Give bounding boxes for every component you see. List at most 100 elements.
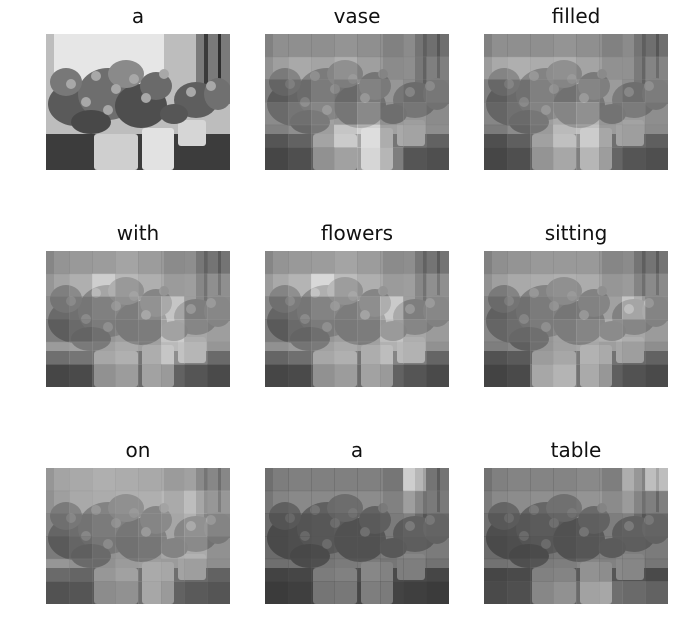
attention-cell xyxy=(311,56,335,80)
attention-cell xyxy=(92,558,116,582)
attention-cell xyxy=(334,273,358,297)
attention-cell xyxy=(576,341,600,365)
attention-cell xyxy=(69,341,93,365)
attention-cell xyxy=(207,319,230,343)
attention-cell xyxy=(426,364,449,387)
attention-cell xyxy=(380,296,404,320)
attention-cell xyxy=(507,56,531,80)
attention-cell xyxy=(507,468,531,492)
attention-cell xyxy=(69,319,93,343)
attention-cell xyxy=(553,79,577,103)
attention-cell xyxy=(138,558,162,582)
attention-cell xyxy=(288,56,312,80)
attention-cell xyxy=(184,468,208,492)
attention-cell xyxy=(288,558,312,582)
attention-cell xyxy=(334,364,358,387)
attention-cell xyxy=(530,273,554,297)
attention-cell xyxy=(403,102,427,126)
attention-cell xyxy=(576,147,600,170)
attention-cell xyxy=(530,364,554,387)
attention-cell xyxy=(484,273,508,297)
attention-cell xyxy=(207,341,230,365)
attention-cell xyxy=(311,581,335,604)
attention-cell xyxy=(357,490,381,514)
attention-cell xyxy=(553,364,577,387)
attention-cell xyxy=(161,536,185,560)
attention-cell xyxy=(403,147,427,170)
attention-cell xyxy=(69,581,93,604)
attention-grid xyxy=(265,251,449,387)
attention-cell xyxy=(184,364,208,387)
attention-cell xyxy=(46,558,70,582)
attention-cell xyxy=(645,341,668,365)
attention-cell xyxy=(507,273,531,297)
attention-cell xyxy=(46,364,70,387)
attention-cell xyxy=(645,536,668,560)
attention-cell xyxy=(484,56,508,80)
attention-cell xyxy=(357,124,381,148)
attention-cell xyxy=(46,490,70,514)
attention-cell xyxy=(207,513,230,537)
attention-cell xyxy=(530,581,554,604)
attention-cell xyxy=(380,34,404,58)
attention-cell xyxy=(265,273,289,297)
attention-cell xyxy=(334,513,358,537)
attention-cell xyxy=(403,558,427,582)
attention-cell xyxy=(645,34,668,58)
attention-cell xyxy=(115,273,139,297)
attention-cell xyxy=(207,536,230,560)
attention-cell xyxy=(265,490,289,514)
attention-cell xyxy=(334,124,358,148)
attention-cell xyxy=(426,102,449,126)
attention-cell xyxy=(357,102,381,126)
attention-cell xyxy=(115,513,139,537)
attention-cell xyxy=(288,251,312,275)
attention-cell xyxy=(357,468,381,492)
attention-cell xyxy=(138,296,162,320)
attention-cell xyxy=(645,364,668,387)
attention-cell xyxy=(530,102,554,126)
attention-cell xyxy=(530,124,554,148)
attention-cell xyxy=(115,468,139,492)
attention-cell xyxy=(426,34,449,58)
attention-cell xyxy=(311,364,335,387)
attention-cell xyxy=(92,468,116,492)
attention-cell xyxy=(311,102,335,126)
attention-cell xyxy=(311,490,335,514)
attention-cell xyxy=(161,273,185,297)
attention-cell xyxy=(599,558,623,582)
attention-cell xyxy=(115,296,139,320)
attention-cell xyxy=(530,251,554,275)
attention-cell xyxy=(484,513,508,537)
attention-cell xyxy=(380,102,404,126)
attention-cell xyxy=(138,468,162,492)
attention-cell xyxy=(334,468,358,492)
attention-cell xyxy=(576,102,600,126)
attention-cell xyxy=(69,364,93,387)
panel-word-label: on xyxy=(125,438,151,462)
attention-cell xyxy=(576,581,600,604)
attention-cell xyxy=(357,558,381,582)
panel-word-label: with xyxy=(116,221,160,245)
attention-cell xyxy=(380,581,404,604)
attention-cell xyxy=(507,102,531,126)
attention-cell xyxy=(92,536,116,560)
attention-cell xyxy=(265,147,289,170)
attention-cell xyxy=(484,251,508,275)
attention-cell xyxy=(207,468,230,492)
attention-cell xyxy=(138,319,162,343)
attention-cell xyxy=(599,34,623,58)
attention-cell xyxy=(576,319,600,343)
attention-cell xyxy=(334,56,358,80)
attention-cell xyxy=(599,490,623,514)
attention-cell xyxy=(69,490,93,514)
attention-cell xyxy=(645,296,668,320)
attention-cell xyxy=(553,273,577,297)
attention-cell xyxy=(311,341,335,365)
attention-cell xyxy=(599,319,623,343)
attention-cell xyxy=(484,319,508,343)
attention-cell xyxy=(380,251,404,275)
attention-cell xyxy=(507,147,531,170)
attention-cell xyxy=(403,581,427,604)
attention-cell xyxy=(46,341,70,365)
